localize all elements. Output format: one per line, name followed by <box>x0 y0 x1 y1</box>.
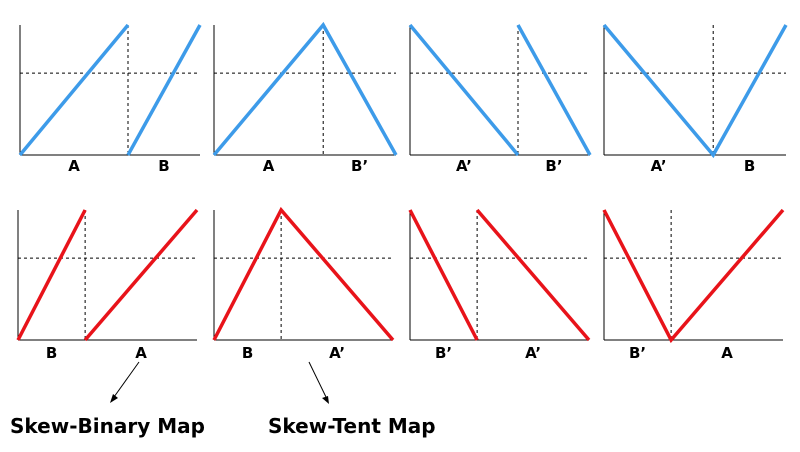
panel-6: B A’ <box>212 206 395 362</box>
interval-label: B <box>158 157 169 175</box>
map-line <box>408 23 520 157</box>
interval-label: A’ <box>329 344 345 362</box>
interval-label: B’ <box>435 344 452 362</box>
interval-label: B <box>744 157 755 175</box>
arrow-to-binary <box>110 361 140 403</box>
interval-label: B <box>242 344 253 362</box>
panel-2: A B’ <box>212 21 398 175</box>
interval-label: A’ <box>456 157 472 175</box>
map-line <box>212 21 398 157</box>
interval-label: A’ <box>651 157 667 175</box>
panel-8: B’ A <box>602 208 785 362</box>
skew-tent-caption: Skew-Tent Map <box>268 414 436 438</box>
skew-binary-caption: Skew-Binary Map <box>10 414 205 438</box>
map-line <box>18 23 130 157</box>
map-line <box>475 208 591 342</box>
interval-label: B <box>46 344 57 362</box>
interval-label: A <box>68 157 80 175</box>
interval-label: A’ <box>525 344 541 362</box>
interval-label: A <box>135 344 147 362</box>
interval-label: A <box>263 157 275 175</box>
panel-7: B’ A’ <box>408 208 591 362</box>
interval-label: B’ <box>545 157 562 175</box>
map-line <box>83 208 199 342</box>
map-line <box>602 208 785 344</box>
panel-3: A’ B’ <box>408 23 592 175</box>
map-line <box>408 209 479 341</box>
interval-label: A <box>721 344 733 362</box>
interval-label: B’ <box>629 344 646 362</box>
map-line <box>212 206 395 342</box>
arrow-to-tent <box>308 361 329 404</box>
map-line <box>602 23 788 159</box>
map-line <box>16 209 87 341</box>
map-line <box>126 24 202 156</box>
panel-4: A’ B <box>602 23 788 175</box>
interval-label: B’ <box>351 157 368 175</box>
map-line <box>516 24 592 156</box>
